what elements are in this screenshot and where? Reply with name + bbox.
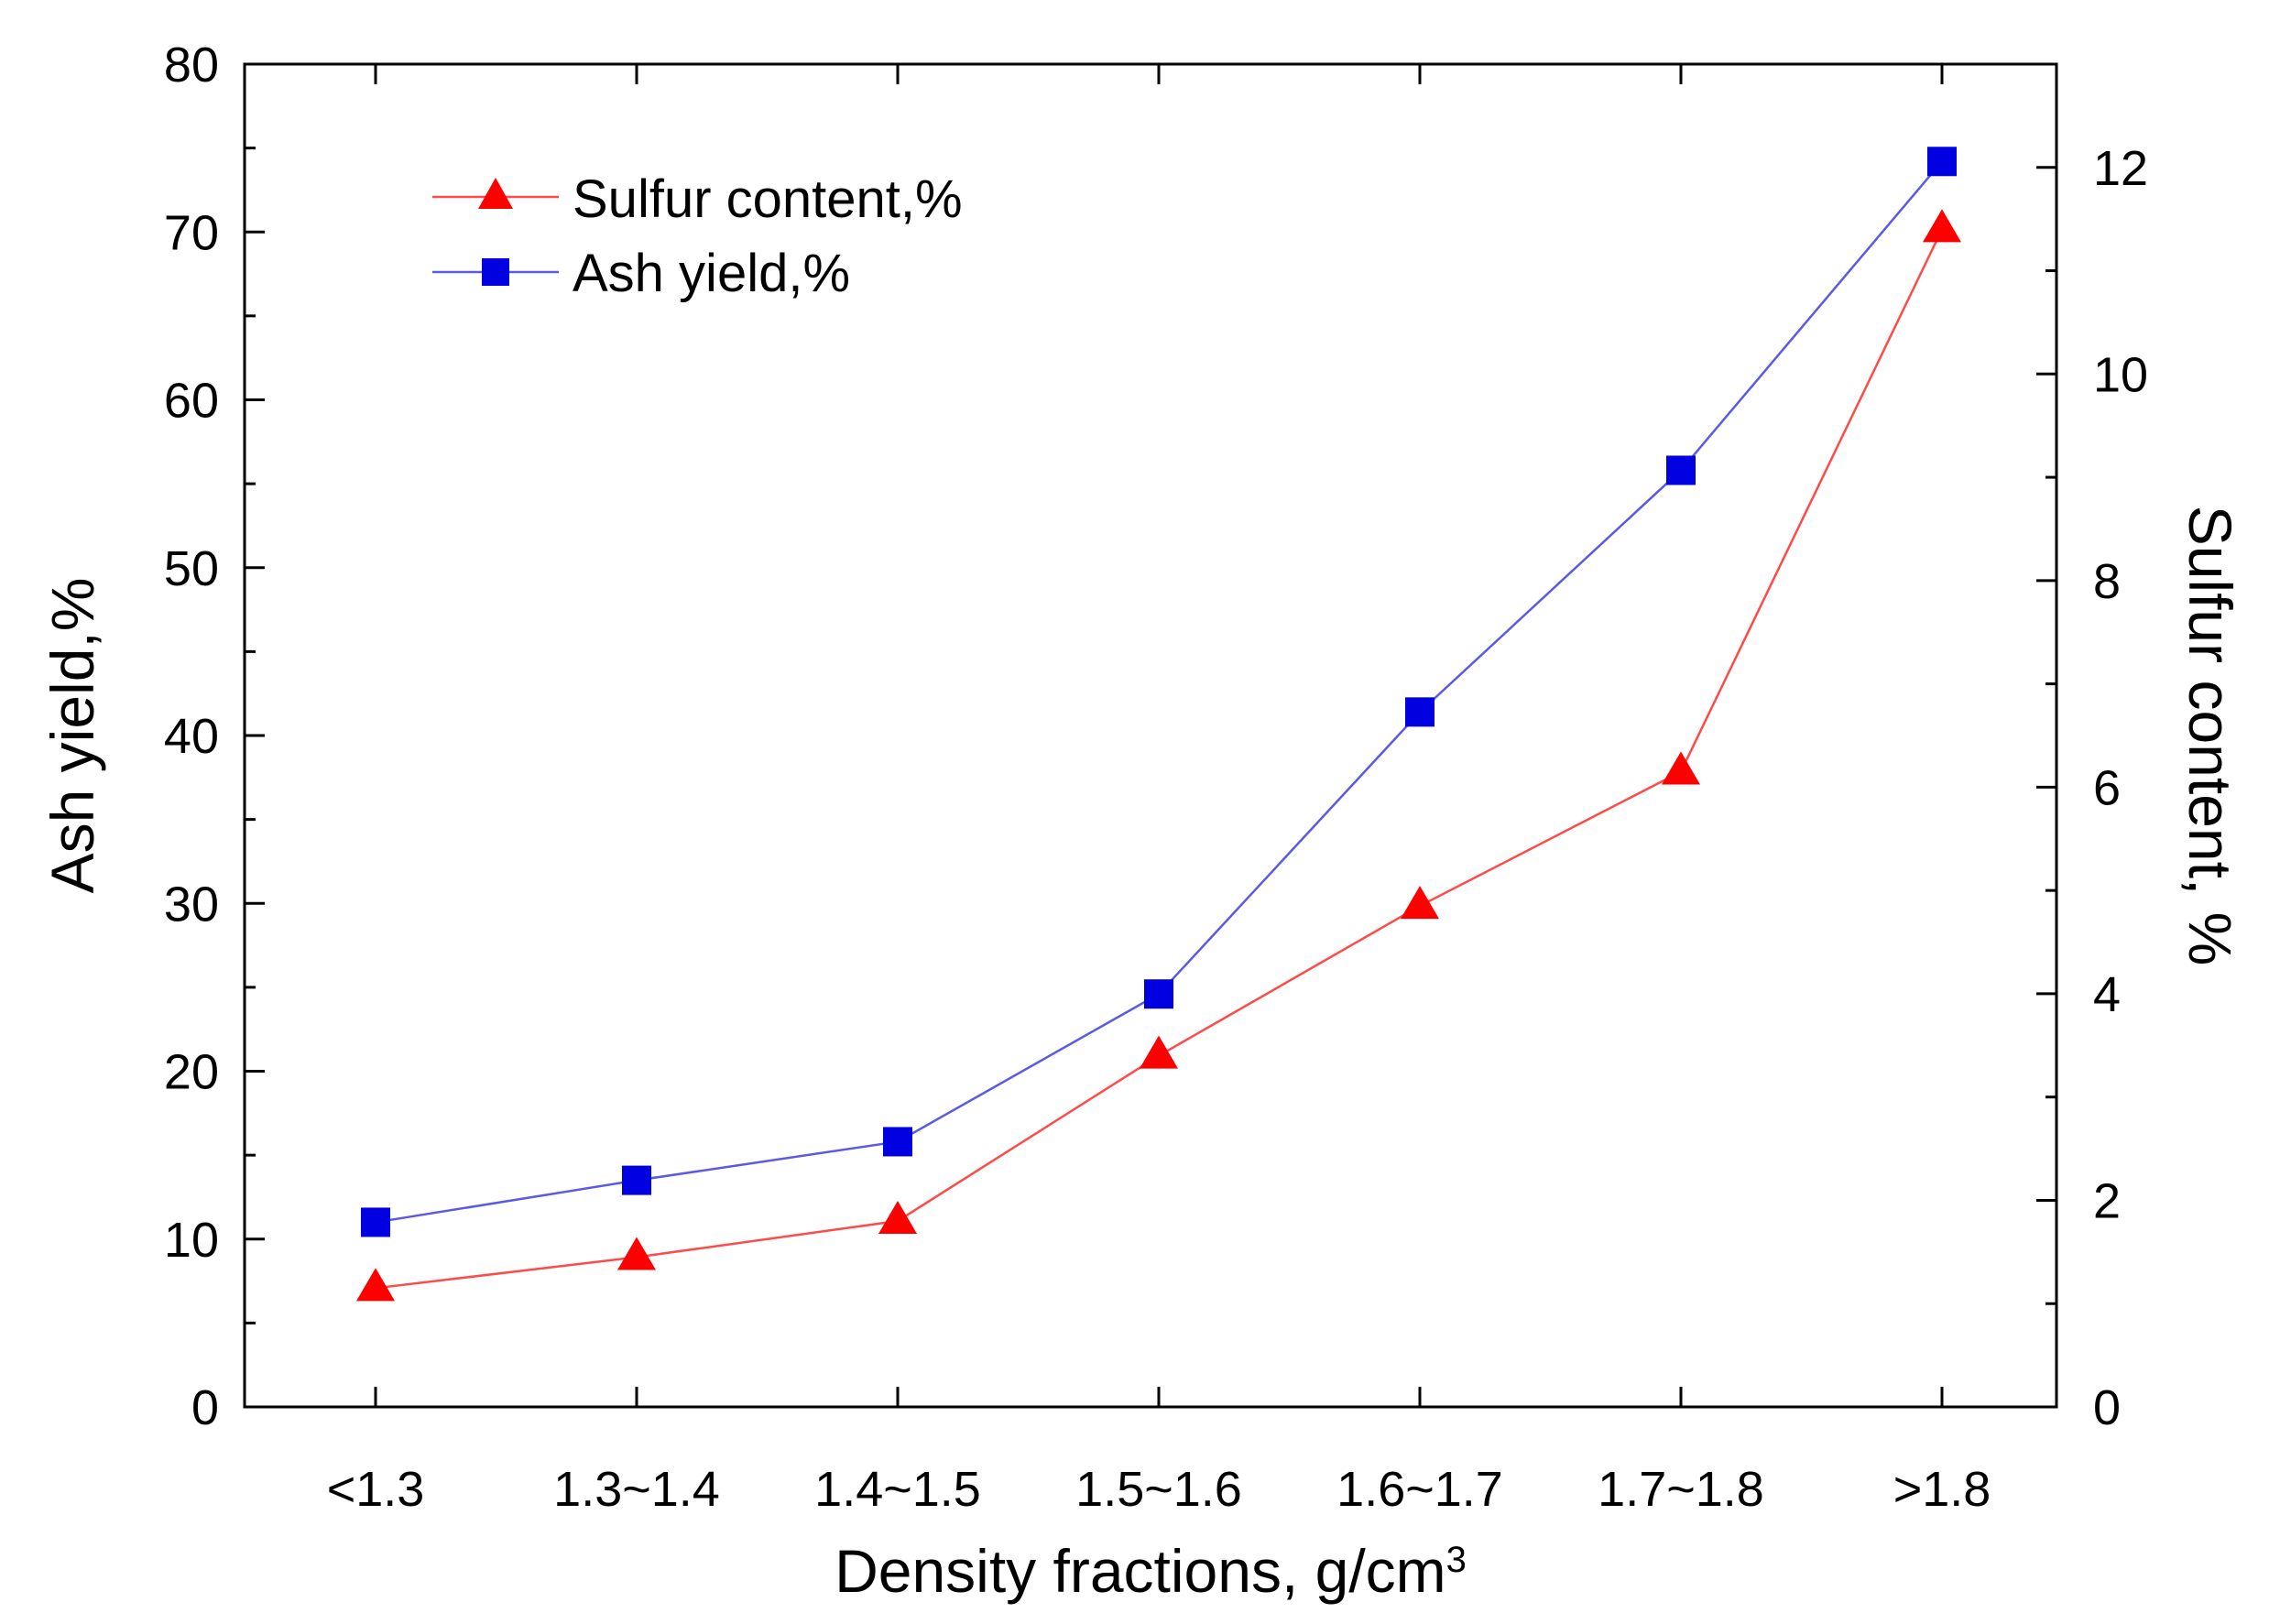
- right-y-tick-label: 10: [2093, 347, 2148, 402]
- right-y-tick-label: 8: [2093, 554, 2121, 609]
- x-tick-label: 1.6~1.7: [1336, 1462, 1503, 1517]
- plot-area-border: [243, 62, 2058, 1409]
- ash-data-point: [883, 1127, 912, 1157]
- x-axis-title-text: Density fractions, g/cm: [835, 1537, 1446, 1605]
- sulfur-data-point: [1140, 1035, 1178, 1069]
- plot-frame: [243, 62, 2058, 1409]
- sulfur-series-line: [375, 228, 1944, 1290]
- right-y-tick-label: 6: [2093, 760, 2121, 815]
- x-tick-label: 1.4~1.5: [814, 1462, 981, 1517]
- x-tick-label: 1.7~1.8: [1598, 1462, 1764, 1517]
- left-y-axis-ticks: 0 10 20 30 40 50 60 70 80: [164, 38, 265, 1435]
- ash-data-point: [361, 1207, 390, 1237]
- legend-ash-marker: [482, 258, 509, 286]
- x-tick-label: 1.3~1.4: [553, 1462, 720, 1517]
- legend-sulfur-label: Sulfur content,%: [573, 169, 963, 229]
- right-y-tick-label: 0: [2093, 1380, 2121, 1435]
- sulfur-data-point: [878, 1201, 917, 1235]
- left-y-axis-title: Ash yield,%: [38, 578, 106, 894]
- x-axis-title: Density fractions, g/cm3: [835, 1537, 1467, 1605]
- ash-data-point: [622, 1165, 651, 1195]
- ash-data-point: [1144, 979, 1173, 1009]
- ash-data-point: [1927, 147, 1957, 177]
- ash-data-point: [1666, 455, 1696, 485]
- sulfur-data-point: [1923, 209, 1961, 243]
- legend-sulfur-marker: [478, 178, 513, 209]
- right-y-tick-label: 12: [2093, 141, 2148, 196]
- left-y-tick-label: 40: [164, 709, 219, 764]
- x-tick-label: <1.3: [327, 1462, 425, 1517]
- left-y-tick-label: 0: [191, 1380, 219, 1435]
- legend: Sulfur content,% Ash yield,%: [432, 169, 963, 303]
- sulfur-data-point: [356, 1268, 395, 1302]
- sulfur-data-point: [1662, 751, 1700, 785]
- left-y-tick-label: 70: [164, 205, 219, 260]
- series-layer: [356, 147, 1961, 1302]
- right-y-tick-label: 2: [2093, 1173, 2121, 1228]
- ash-data-point: [1405, 697, 1434, 727]
- left-y-tick-label: 30: [164, 877, 219, 932]
- x-tick-label: 1.5~1.6: [1075, 1462, 1242, 1517]
- left-y-tick-label: 50: [164, 541, 219, 596]
- legend-ash-label: Ash yield,%: [573, 244, 850, 303]
- left-y-tick-label: 80: [164, 38, 219, 93]
- sulfur-data-point: [617, 1237, 656, 1270]
- x-tick-label: >1.8: [1893, 1462, 1991, 1517]
- left-y-tick-label: 10: [164, 1213, 219, 1268]
- right-y-axis-ticks: 0 2 4 6 8 10 12: [2036, 62, 2148, 1435]
- right-y-tick-label: 4: [2093, 967, 2121, 1022]
- left-y-tick-label: 60: [164, 374, 219, 429]
- left-y-tick-label: 20: [164, 1045, 219, 1100]
- sulfur-data-point: [1401, 886, 1439, 920]
- x-axis-ticks: <1.3 1.3~1.4 1.4~1.5 1.5~1.6 1.6~1.7 1.7~1.8 >…: [327, 64, 1991, 1517]
- right-y-axis-title: Sulfur content, %: [2176, 506, 2244, 966]
- x-axis-title-superscript: 3: [1446, 1540, 1467, 1580]
